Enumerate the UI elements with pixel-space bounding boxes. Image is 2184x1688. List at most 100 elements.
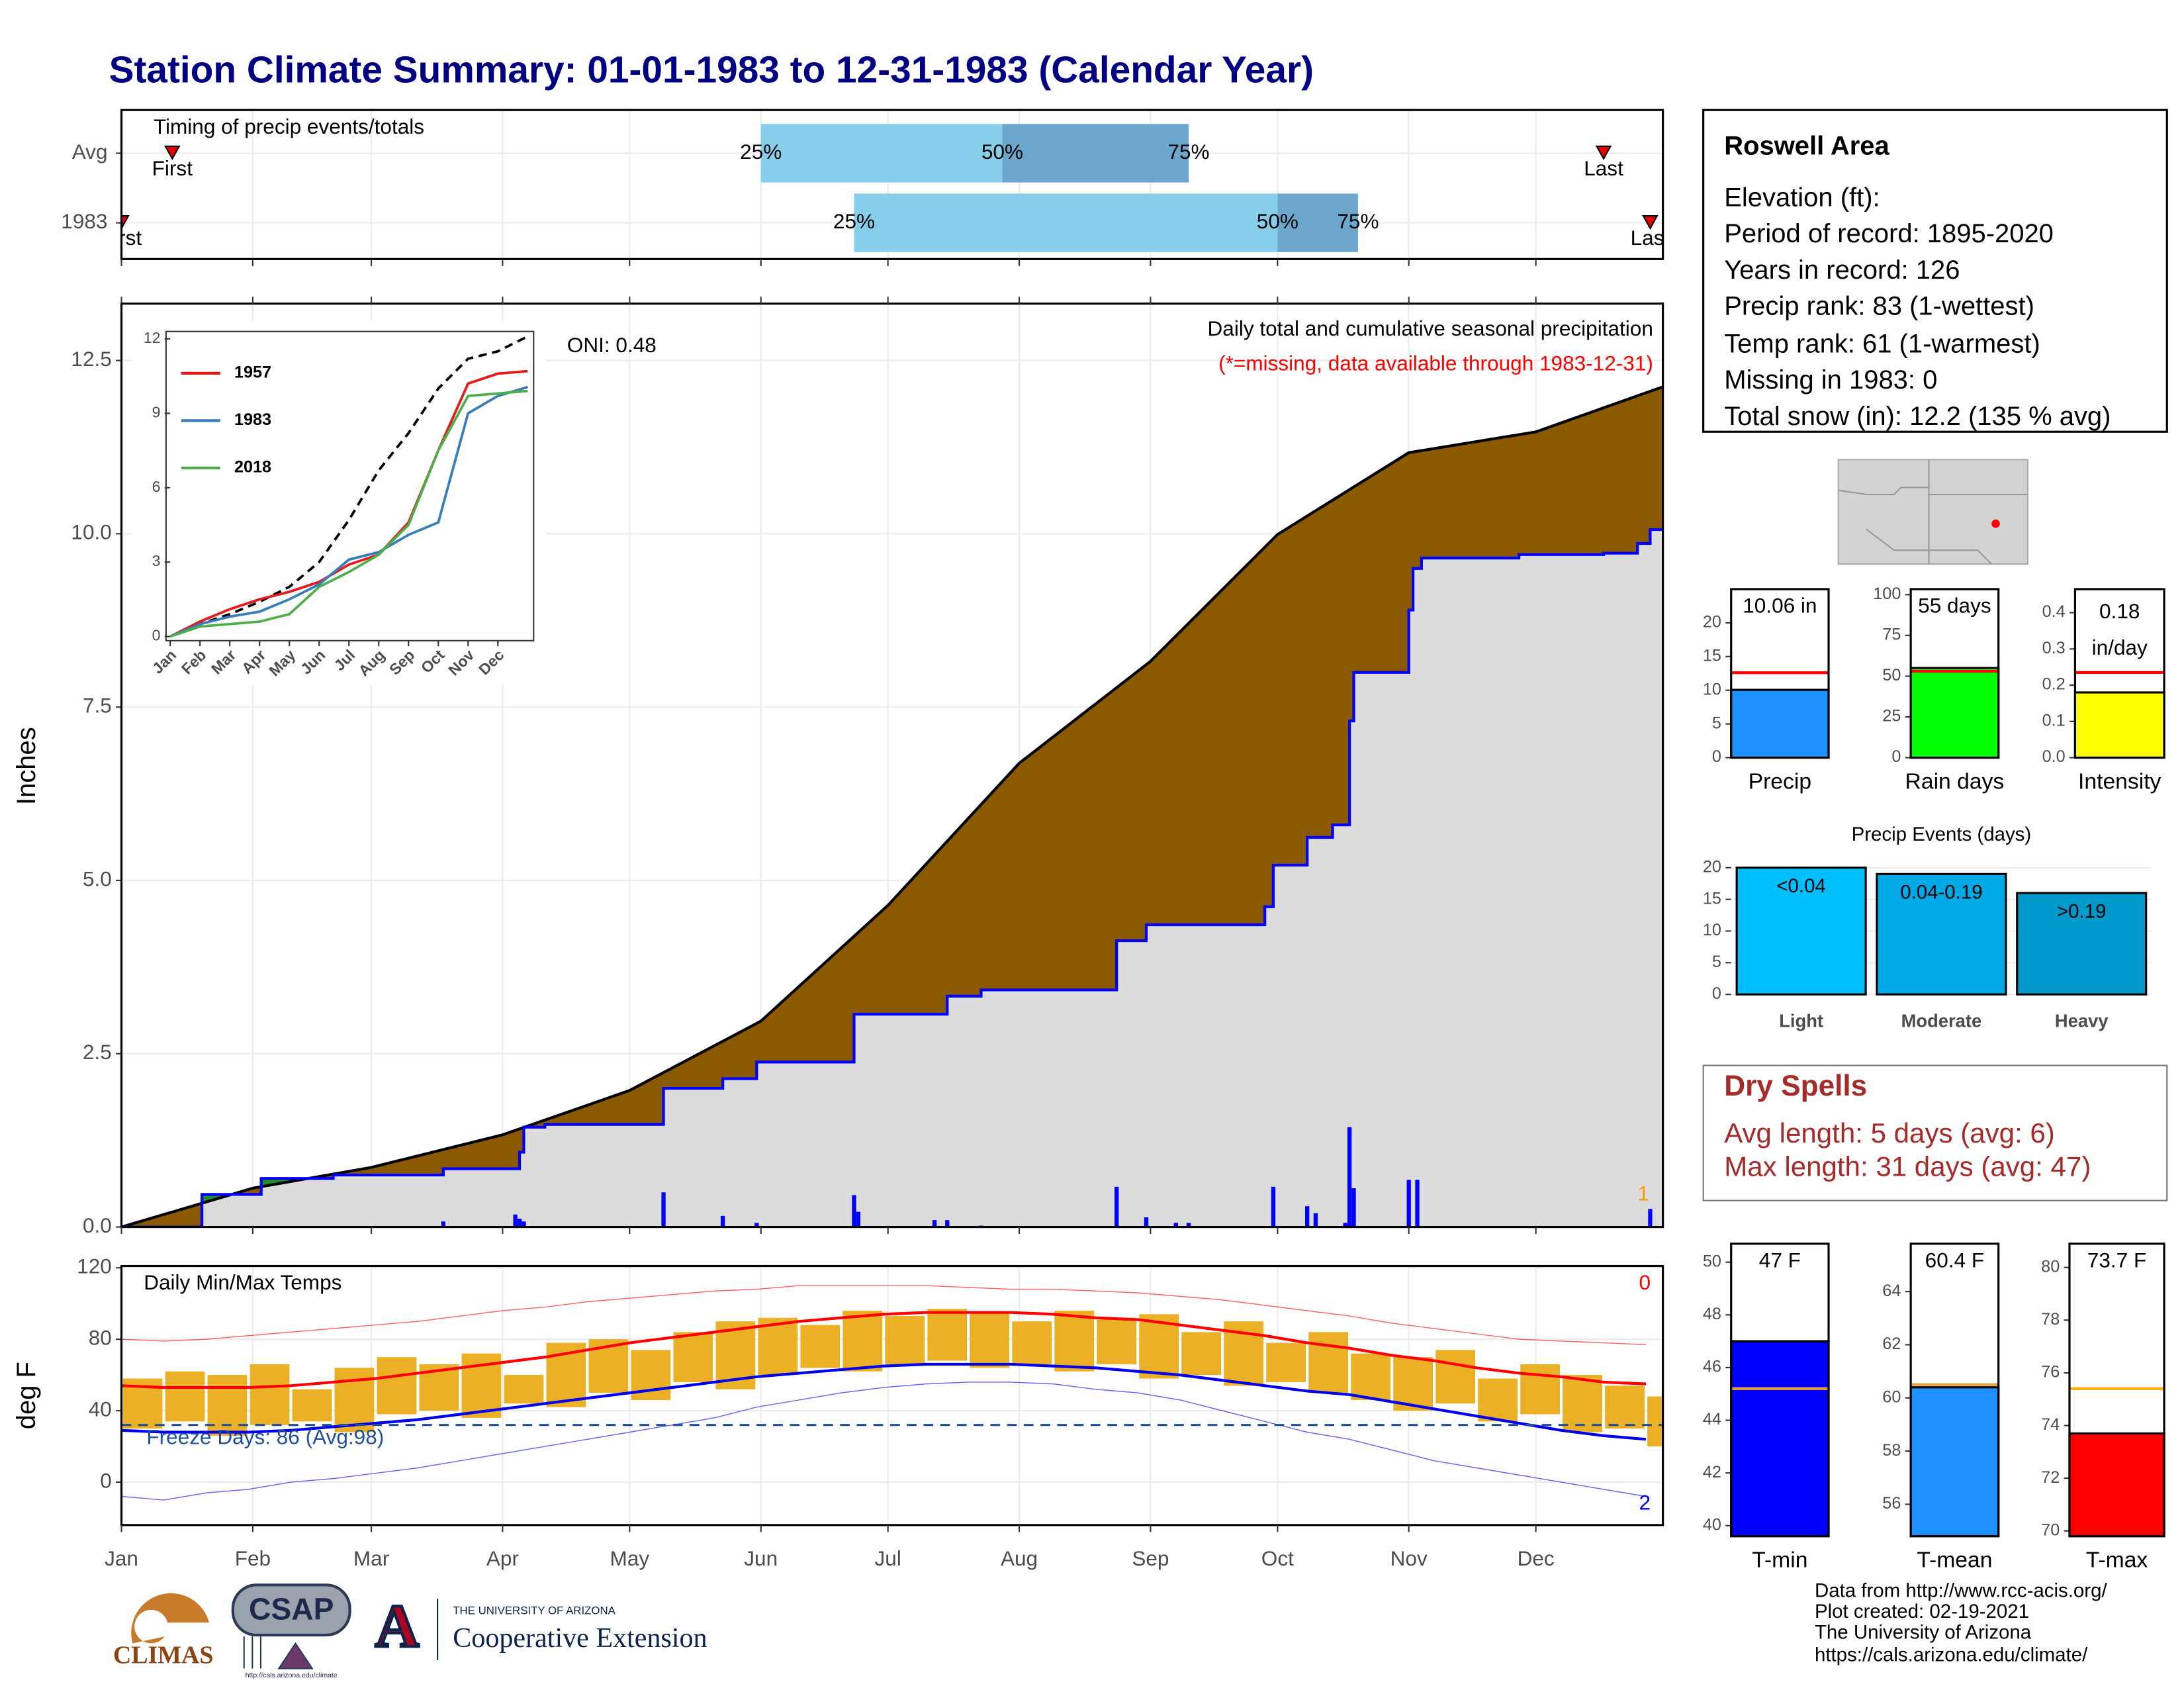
y-tick-label: 50: [1703, 1252, 1721, 1270]
timing-marker: [121, 215, 130, 230]
plot-frame: [2068, 1243, 2165, 1538]
temp-range-bar: [1181, 1332, 1222, 1376]
bar: [1909, 1386, 2000, 1538]
quartile-label: 50%: [981, 140, 1023, 164]
bar: [1909, 667, 2000, 759]
year-line: [121, 528, 1663, 1227]
logos: CLIMAS CSAP http://cals.arizona.edu/clim…: [113, 1583, 707, 1679]
temp-range-bar: [1563, 1375, 1602, 1432]
y-axis-label: deg F: [12, 1362, 41, 1429]
y-tick-label: 74: [2041, 1415, 2060, 1434]
temp-range-bar: [377, 1357, 417, 1415]
category-label: Heavy: [2055, 1011, 2109, 1031]
category-label: Precip: [1749, 769, 1811, 794]
temp-range-bar: [1351, 1353, 1391, 1400]
timing-plot: 25% 50% 75% First Last 25% 50% 75% First Last Timi…: [101, 110, 1663, 259]
plot-frame: [2073, 588, 2165, 759]
oni-annotation: ONI: 0.48: [567, 333, 657, 357]
value-label: 60.4 F: [1925, 1248, 1984, 1272]
csap-url: http://cals.arizona.edu/climate: [246, 1671, 338, 1679]
y-tick-label: 20: [1703, 613, 1721, 632]
quartile-bar: [760, 124, 1003, 183]
y-tick-label: 56: [1882, 1494, 1901, 1513]
plot-frame: [1909, 588, 2000, 759]
y-tick-label: 120: [77, 1254, 112, 1278]
daily-bar: [1304, 1206, 1310, 1227]
y-tick-label: 58: [1882, 1441, 1901, 1460]
info-line: Missing in 1983: 0: [1724, 365, 1937, 395]
y-tick-label: 0.0: [83, 1213, 112, 1237]
timing-marker: [1595, 145, 1612, 161]
info-line: Precip rank: 83 (1-wettest): [1724, 292, 2034, 321]
legend-label: 2018: [234, 458, 271, 477]
csap-cloud: [231, 1583, 351, 1637]
footer-line: The University of Arizona: [1815, 1622, 2032, 1644]
timing-marker: [164, 145, 181, 161]
value-label: 0.18: [2099, 599, 2140, 623]
inset-line: [169, 385, 528, 638]
info-line: Period of record: 1895-2020: [1724, 219, 2054, 248]
daily-bar: [932, 1220, 937, 1227]
timing-marker-label: First: [101, 226, 142, 250]
temp-range-bar: [885, 1316, 925, 1364]
info-line: Temp rank: 61 (1-warmest): [1724, 329, 2040, 358]
avg-max-line: [121, 1311, 1647, 1389]
y-tick-label: 0.3: [2042, 639, 2066, 657]
y-tick-label: 80: [2041, 1257, 2060, 1276]
y-tick-label: 15: [1703, 646, 1721, 665]
y-tick-label: 60: [1882, 1387, 1901, 1406]
record-min-line: [121, 1382, 1647, 1501]
footer-line: Plot created: 02-19-2021: [1815, 1601, 2029, 1622]
category-label: Rain days: [1905, 769, 2005, 794]
y-tick-label: 75: [1882, 626, 1901, 644]
bar: [1735, 867, 1867, 996]
info-line: Years in record: 126: [1724, 256, 1960, 285]
daily-bar: [1144, 1217, 1149, 1227]
bar: [1730, 688, 1830, 759]
inset-line: [169, 335, 529, 638]
quartile-bar: [1277, 193, 1358, 252]
daily-bar: [1115, 1186, 1119, 1227]
max-record-count: 0: [1639, 1270, 1651, 1294]
plot-frame: [120, 109, 1664, 260]
x-tick-label: Mar: [353, 1546, 389, 1570]
x-tick-label: Oct: [1261, 1546, 1294, 1570]
info-box: [1702, 109, 2168, 433]
dry-spells-line: Avg length: 5 days (avg: 6): [1724, 1117, 2055, 1149]
legend-label: 1957: [234, 363, 271, 382]
bar: [1730, 1340, 1830, 1538]
temp-range-bar: [292, 1389, 332, 1422]
y-tick-label: 5: [1712, 714, 1721, 732]
category-label: Moderate: [1901, 1011, 1982, 1031]
x-tick-label: Nov: [1390, 1546, 1428, 1570]
timing-marker-label: First: [152, 156, 193, 180]
freeze-annotation: Freeze Days: 86 (Avg:98): [146, 1425, 384, 1449]
timing-marker: [1642, 215, 1659, 230]
bin-label: >0.19: [2057, 900, 2107, 922]
temp-range-bar: [165, 1371, 205, 1422]
precip-plot: [121, 385, 1663, 1227]
bar: [1876, 872, 2007, 996]
daily-bar: [441, 1221, 445, 1227]
temp-range-bar: [1308, 1332, 1349, 1393]
daily-bar: [1343, 1223, 1347, 1227]
bin-label: 0.04-0.19: [1900, 882, 1982, 904]
station-dot: [1991, 519, 2000, 528]
y-tick-label: 100: [1873, 585, 1901, 603]
inset-frame: [165, 330, 535, 641]
min-record-count: 2: [1639, 1491, 1651, 1515]
avg-min-line: [121, 1362, 1647, 1441]
chart-subtitle: (*=missing, data available through 1983-…: [1218, 352, 1653, 375]
daily-bar: [945, 1220, 950, 1227]
x-tick-label: May: [610, 1546, 650, 1570]
bar: [2016, 892, 2148, 996]
plot-frame: [120, 1264, 1664, 1526]
daily-bar: [522, 1221, 526, 1227]
count-annotation: 1: [1637, 1182, 1649, 1205]
quartile-label: 25%: [740, 140, 782, 164]
category-label: Intensity: [2078, 769, 2161, 794]
temp-range-bar: [1520, 1364, 1560, 1415]
plot-frame: [1730, 1243, 1830, 1538]
y-tick-label: 2.5: [83, 1040, 112, 1064]
